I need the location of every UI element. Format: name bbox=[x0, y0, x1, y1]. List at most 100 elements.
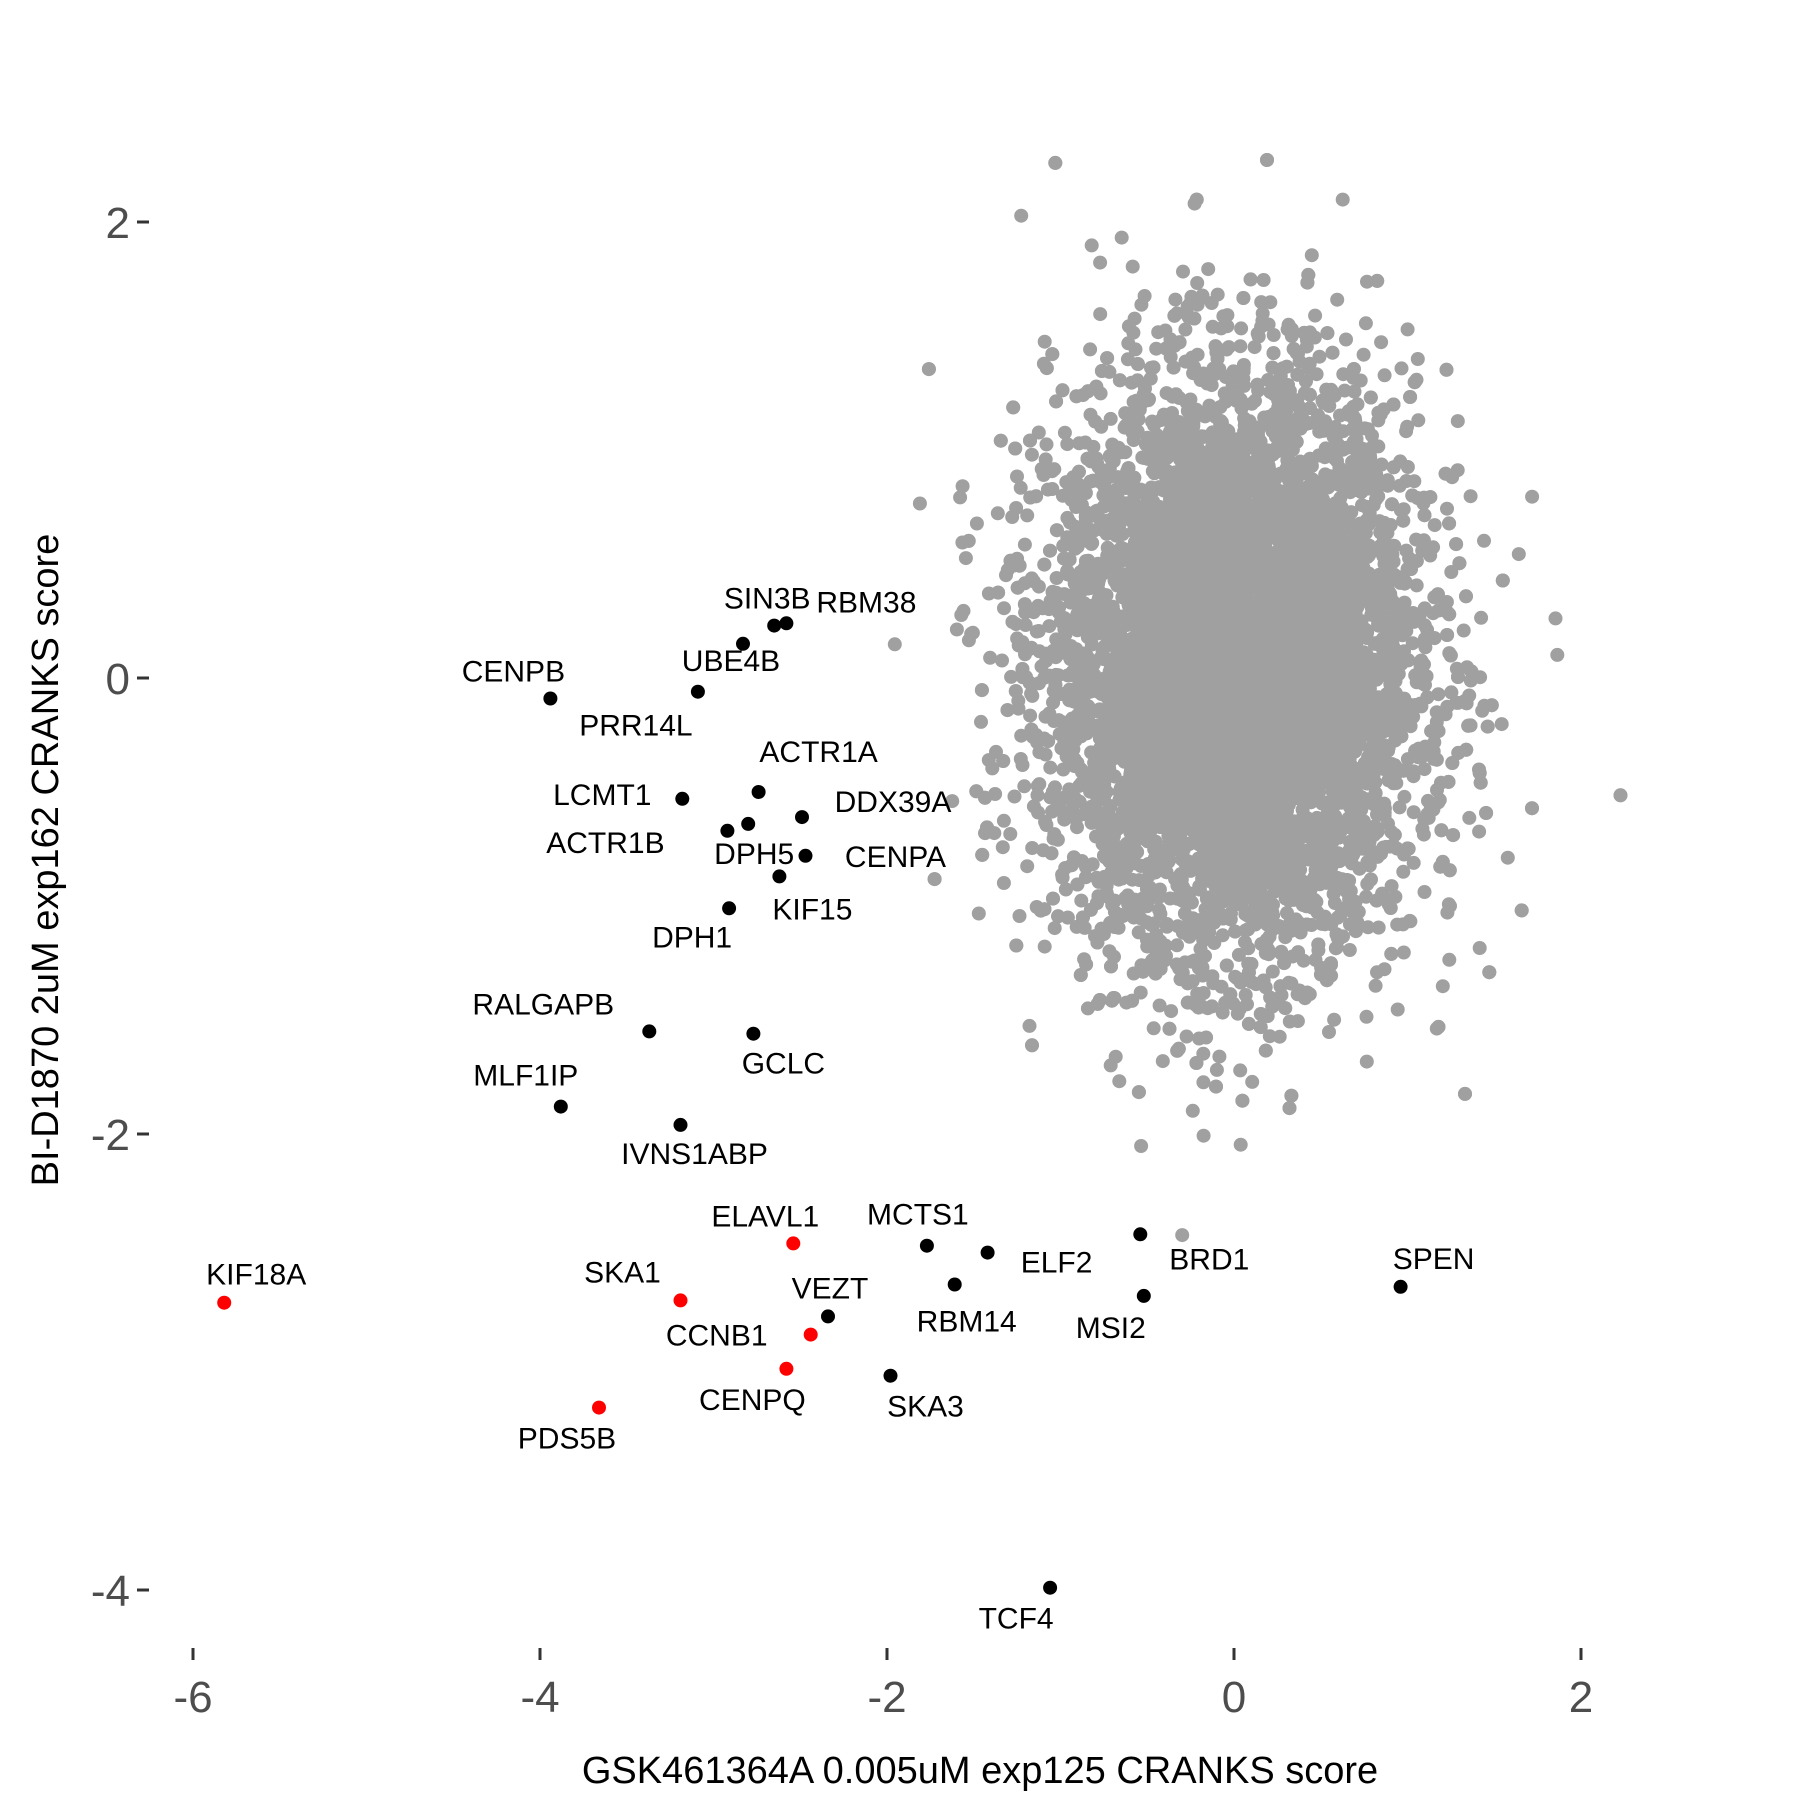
background-gene-point bbox=[1411, 413, 1426, 428]
background-gene-point bbox=[1396, 945, 1411, 960]
background-gene-point bbox=[1405, 636, 1420, 651]
background-gene-point bbox=[1175, 1228, 1190, 1243]
background-gene-point bbox=[1114, 230, 1129, 245]
background-gene-point bbox=[1431, 687, 1446, 702]
background-gene-point bbox=[1256, 273, 1271, 287]
background-gene-point bbox=[997, 601, 1011, 616]
background-gene-point bbox=[1238, 988, 1253, 1002]
background-gene-point bbox=[1022, 1018, 1037, 1033]
background-gene-point bbox=[1417, 762, 1432, 777]
background-gene-point bbox=[1215, 1005, 1230, 1020]
background-gene-point bbox=[1406, 855, 1421, 870]
background-gene-point bbox=[1020, 508, 1035, 523]
background-gene-point bbox=[1330, 292, 1345, 307]
background-gene-point bbox=[1390, 1002, 1405, 1017]
background-gene-point bbox=[1400, 460, 1415, 474]
background-gene-point bbox=[1511, 547, 1526, 562]
background-gene-point bbox=[1176, 264, 1190, 279]
background-gene-point bbox=[1170, 938, 1184, 953]
background-gene-point bbox=[1386, 776, 1401, 791]
background-gene-point bbox=[1047, 921, 1062, 936]
background-gene-point bbox=[1185, 1103, 1200, 1118]
background-gene-point bbox=[1149, 341, 1164, 356]
background-gene-point bbox=[1361, 920, 1375, 935]
background-gene-point bbox=[1494, 717, 1509, 732]
background-gene-point bbox=[1233, 339, 1248, 354]
background-gene-point bbox=[1037, 939, 1052, 954]
background-gene-point bbox=[1417, 885, 1432, 899]
background-gene-point bbox=[1255, 306, 1270, 321]
background-gene-point bbox=[1112, 1074, 1127, 1089]
background-gene-point bbox=[1060, 437, 1075, 452]
background-gene-point bbox=[1186, 366, 1201, 381]
background-gene-point bbox=[1125, 872, 1140, 887]
background-gene-point bbox=[1310, 905, 1325, 920]
background-gene-point bbox=[1304, 248, 1319, 263]
background-gene-point bbox=[1550, 647, 1565, 662]
background-gene-point bbox=[1043, 760, 1058, 775]
background-gene-point bbox=[1377, 368, 1392, 383]
background-gene-point bbox=[1548, 611, 1563, 626]
background-gene-point bbox=[1012, 909, 1027, 923]
background-gene-point bbox=[912, 496, 927, 511]
background-gene-point bbox=[1234, 321, 1249, 336]
background-gene-point bbox=[1296, 953, 1311, 968]
background-gene-point bbox=[1383, 518, 1398, 532]
background-gene-point bbox=[1179, 1029, 1194, 1044]
background-gene-point bbox=[1003, 827, 1018, 841]
background-gene-point bbox=[1031, 425, 1046, 440]
background-gene-point bbox=[887, 637, 902, 652]
background-gene-point bbox=[1125, 259, 1140, 274]
background-gene-point bbox=[1394, 361, 1409, 376]
background-gene-point bbox=[1196, 1128, 1211, 1143]
background-gene-point bbox=[1025, 841, 1040, 855]
background-gene-point bbox=[1192, 1031, 1207, 1046]
background-gene-point bbox=[1103, 411, 1118, 426]
background-gene-point bbox=[1045, 482, 1060, 496]
background-gene-point bbox=[1322, 1025, 1336, 1039]
background-gene-point bbox=[1397, 789, 1412, 804]
background-gene-point bbox=[983, 650, 998, 665]
background-gene-point bbox=[1427, 518, 1442, 533]
background-gene-point bbox=[1024, 686, 1039, 701]
background-gene-point bbox=[1074, 893, 1089, 908]
background-gene-point bbox=[1093, 307, 1108, 322]
background-gene-point bbox=[1190, 276, 1205, 290]
background-gene-point bbox=[1024, 447, 1039, 462]
background-gene-point bbox=[1039, 437, 1054, 452]
background-gene-point bbox=[969, 516, 984, 531]
background-gene-point bbox=[1083, 342, 1098, 357]
background-gene-point bbox=[1230, 1006, 1245, 1021]
background-gene-point bbox=[1381, 816, 1395, 831]
background-gene-point bbox=[1373, 407, 1388, 422]
background-gene-point bbox=[1004, 669, 1019, 684]
background-gene-point bbox=[1462, 810, 1477, 825]
background-gene-point bbox=[1450, 414, 1465, 429]
background-gene-point bbox=[1233, 1137, 1248, 1152]
background-gene-point bbox=[990, 506, 1005, 521]
background-gene-point bbox=[1007, 789, 1022, 804]
background-gene-point bbox=[996, 876, 1011, 890]
background-gene-point bbox=[958, 551, 973, 566]
background-gene-points bbox=[887, 153, 1628, 1243]
background-gene-point bbox=[995, 653, 1009, 668]
background-gene-point bbox=[1396, 864, 1411, 879]
background-gene-point bbox=[1126, 910, 1141, 925]
background-gene-point bbox=[1155, 1054, 1170, 1069]
background-gene-point bbox=[996, 813, 1011, 828]
background-gene-point bbox=[1017, 779, 1032, 794]
background-gene-point bbox=[1444, 565, 1459, 579]
background-gene-point bbox=[1209, 1062, 1224, 1077]
background-gene-point bbox=[1406, 805, 1421, 820]
background-gene-point bbox=[1196, 366, 1211, 381]
background-gene-point bbox=[1327, 1012, 1342, 1027]
background-gene-point bbox=[1272, 1029, 1287, 1044]
background-gene-point bbox=[1374, 335, 1389, 350]
background-gene-point bbox=[1463, 489, 1478, 504]
background-gene-point bbox=[1018, 618, 1033, 632]
background-gene-point bbox=[1442, 952, 1457, 967]
background-gene-point bbox=[1472, 941, 1487, 955]
background-gene-point bbox=[1093, 255, 1108, 270]
background-gene-point bbox=[1262, 1029, 1277, 1044]
